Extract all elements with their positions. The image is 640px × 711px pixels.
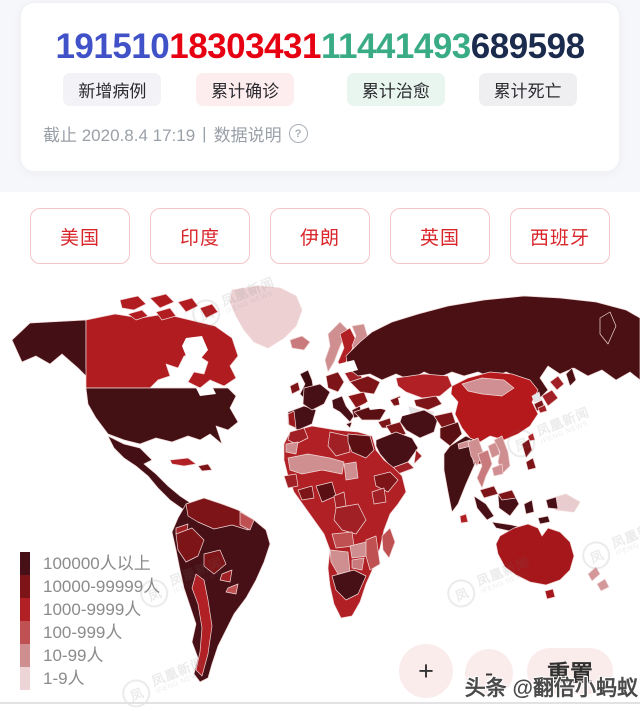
country-button-india[interactable]: 印度	[150, 208, 250, 264]
as-of-time: 截止 2020.8.4 17:19	[43, 126, 196, 145]
world-choropleth-map[interactable]	[0, 278, 640, 704]
stat-new-cases: 191510 新增病例	[55, 27, 170, 106]
legend-label: 1-9人	[43, 669, 85, 688]
confirmed-label: 累计确诊	[196, 73, 295, 106]
country-button-spain[interactable]: 西班牙	[510, 208, 610, 264]
stats-row: 191510 新增病例 18303431 累计确诊 11441493 累计治愈 …	[21, 29, 619, 106]
legend-label: 100000人以上	[43, 554, 151, 573]
map-legend: 100000人以上 10000-99999人 1000-9999人 100-99…	[20, 552, 160, 690]
legend-label: 1000-9999人	[43, 600, 142, 619]
deaths-value: 689598	[470, 27, 585, 66]
deaths-label: 累计死亡	[478, 73, 577, 106]
new-cases-value: 191510	[55, 27, 170, 66]
country-button-row: 美国 印度 伊朗 英国 西班牙	[0, 208, 640, 264]
stats-card: 191510 新增病例 18303431 累计确诊 11441493 累计治愈 …	[20, 2, 620, 172]
stat-cured: 11441493 累计治愈	[321, 29, 471, 106]
reset-button[interactable]: 重置	[527, 648, 613, 694]
legend-label: 10-99人	[43, 646, 104, 665]
legend-labels: 100000人以上 10000-99999人 1000-9999人 100-99…	[43, 552, 160, 690]
stat-confirmed: 18303431 累计确诊	[169, 29, 321, 106]
country-button-uk[interactable]: 英国	[390, 208, 490, 264]
bottom-divider	[0, 702, 640, 704]
country-button-usa[interactable]: 美国	[30, 208, 130, 264]
cured-label: 累计治愈	[346, 73, 445, 106]
timestamp-row: 截止 2020.8.4 17:19 | 数据说明 ?	[43, 121, 619, 146]
confirmed-value: 18303431	[169, 27, 321, 66]
toutiao-watermark: 头条 @翻倍小蚂蚁	[464, 677, 638, 700]
new-cases-label: 新增病例	[63, 73, 162, 106]
legend-label: 100-999人	[43, 623, 123, 642]
country-button-iran[interactable]: 伊朗	[270, 208, 370, 264]
legend-label: 10000-99999人	[43, 577, 161, 596]
data-note-link[interactable]: 数据说明	[213, 126, 282, 145]
divider: |	[202, 123, 207, 143]
stat-deaths: 689598 累计死亡	[471, 29, 585, 106]
legend-color-bar	[20, 552, 30, 690]
zoom-out-button[interactable]: -	[465, 649, 513, 697]
cured-value: 11441493	[320, 27, 471, 66]
help-icon[interactable]: ?	[288, 124, 308, 143]
zoom-in-button[interactable]: +	[399, 644, 453, 698]
